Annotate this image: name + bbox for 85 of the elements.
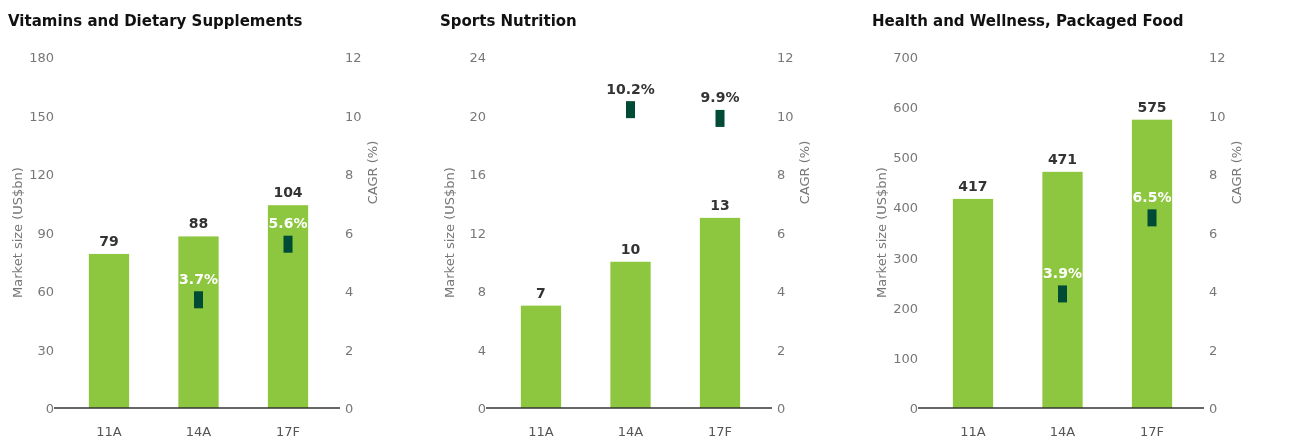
y-tick-label: 60 <box>37 284 54 299</box>
y2-tick-label: 2 <box>777 342 786 358</box>
y-tick-label: 30 <box>37 342 54 358</box>
y2-tick-label: 0 <box>1209 401 1218 416</box>
y-tick-label: 12 <box>469 225 486 241</box>
y-tick-label: 100 <box>893 350 918 366</box>
bar <box>610 261 651 408</box>
data-label: 5.6% <box>268 215 308 232</box>
y2-tick-label: 8 <box>1209 167 1218 182</box>
y2-tick-label: 6 <box>777 225 786 241</box>
y2-axis-title: CAGR (%) <box>365 140 380 205</box>
x-tick-label: 17F <box>707 424 733 439</box>
y-tick-label: 4 <box>477 342 486 358</box>
y-tick-label: 16 <box>469 167 486 182</box>
data-label: 3.7% <box>179 270 218 287</box>
bar <box>699 217 741 408</box>
y2-tick-label: 12 <box>345 50 362 65</box>
y-axis-title: Market size (US$bn) <box>874 167 889 298</box>
x-tick-label: 11A <box>528 424 554 439</box>
y-axis-title: Market size (US$bn) <box>10 167 25 298</box>
y-tick-label: 500 <box>893 150 918 166</box>
y2-axis-title: CAGR (%) <box>797 140 812 205</box>
x-tick-label: 17F <box>1139 424 1165 439</box>
chart-title: Health and Wellness, Packaged Food <box>872 12 1184 30</box>
bar <box>1131 119 1173 408</box>
y-tick-label: 8 <box>477 284 486 299</box>
data-label: 9.9% <box>700 89 740 106</box>
y2-tick-label: 10 <box>777 108 794 124</box>
x-tick-label: 11A <box>96 424 122 439</box>
y-tick-label: 200 <box>893 300 918 316</box>
data-label: 575 <box>1137 98 1167 115</box>
data-label: 10.2% <box>606 80 655 97</box>
chart-title: Sports Nutrition <box>440 12 577 30</box>
y-tick-label: 300 <box>893 250 918 266</box>
y-axis-title: Market size (US$bn) <box>442 167 457 298</box>
data-label: 79 <box>99 232 119 249</box>
x-tick-label: 17F <box>275 424 301 439</box>
y2-tick-label: 8 <box>777 167 786 182</box>
y-tick-label: 700 <box>893 50 918 65</box>
y2-tick-label: 4 <box>345 284 354 299</box>
y2-tick-label: 2 <box>1209 342 1218 358</box>
y-tick-label: 20 <box>469 108 486 124</box>
data-label: 417 <box>958 177 988 194</box>
y-tick-label: 0 <box>45 401 54 416</box>
y2-tick-label: 12 <box>777 50 794 65</box>
bar <box>1042 171 1083 408</box>
x-tick-label: 11A <box>960 424 986 439</box>
y-tick-label: 150 <box>29 108 54 124</box>
y2-tick-label: 10 <box>345 108 362 124</box>
y2-tick-label: 2 <box>345 342 354 358</box>
y2-axis-title: CAGR (%) <box>1229 140 1244 205</box>
data-label: 7 <box>536 284 546 301</box>
x-tick-label: 14A <box>617 424 644 439</box>
bar <box>88 253 130 408</box>
y-tick-label: 0 <box>477 401 486 416</box>
chart-title: Vitamins and Dietary Supplements <box>8 12 303 30</box>
bar <box>952 198 994 408</box>
data-label: 3.9% <box>1043 264 1082 281</box>
data-label: 471 <box>1047 150 1078 167</box>
y-tick-label: 24 <box>469 50 486 65</box>
y-tick-label: 0 <box>909 401 918 416</box>
data-label: 10 <box>620 240 641 257</box>
y2-tick-label: 8 <box>345 167 354 182</box>
y2-tick-label: 6 <box>1209 225 1218 241</box>
y2-tick-label: 4 <box>777 284 786 299</box>
y2-tick-label: 0 <box>777 401 786 416</box>
bar <box>267 205 309 408</box>
data-label: 104 <box>273 184 303 201</box>
y-tick-label: 400 <box>893 200 918 216</box>
y2-tick-label: 12 <box>1209 50 1226 65</box>
y2-tick-label: 4 <box>1209 284 1218 299</box>
data-label: 6.5% <box>1132 188 1172 205</box>
x-tick-label: 14A <box>185 424 212 439</box>
y-tick-label: 600 <box>893 100 918 116</box>
y2-tick-label: 6 <box>345 225 354 241</box>
y2-tick-label: 0 <box>345 401 354 416</box>
y-tick-label: 90 <box>37 225 54 241</box>
bar <box>178 236 219 408</box>
x-tick-label: 14A <box>1049 424 1076 439</box>
data-label: 88 <box>188 215 209 232</box>
y-tick-label: 120 <box>29 167 54 182</box>
y-tick-label: 180 <box>29 50 54 65</box>
bar <box>520 305 562 408</box>
y2-tick-label: 10 <box>1209 108 1226 124</box>
data-label: 13 <box>710 196 730 213</box>
